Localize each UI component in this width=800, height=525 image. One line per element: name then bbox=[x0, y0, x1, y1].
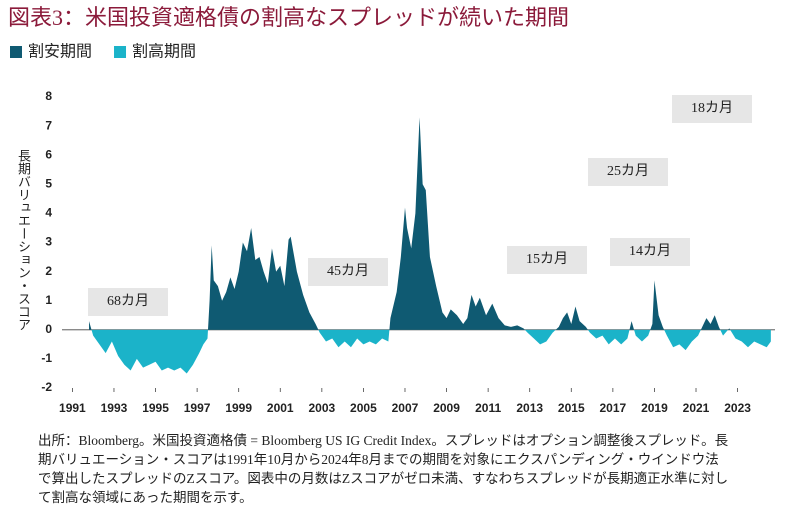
annotation: 14カ月 bbox=[629, 243, 671, 259]
y-tick-label: 0 bbox=[45, 322, 52, 336]
x-tick-label: 2005 bbox=[350, 401, 377, 415]
x-tick-label: 2015 bbox=[558, 401, 585, 415]
footnote-line: 出所：Bloomberg。米国投資適格債 = Bloomberg US IG C… bbox=[38, 432, 729, 448]
x-tick-label: 1999 bbox=[225, 401, 252, 415]
area-positive bbox=[89, 117, 731, 330]
x-tick-label: 2017 bbox=[600, 401, 627, 415]
y-tick-label: -2 bbox=[41, 380, 52, 394]
annotation-box bbox=[308, 258, 388, 286]
y-tick-label: 1 bbox=[45, 293, 52, 307]
x-tick-label: 2011 bbox=[475, 401, 501, 415]
annotation: 18カ月 bbox=[691, 100, 733, 116]
legend-label: 割安期間 bbox=[28, 43, 92, 61]
footnote-line: で算出したスプレッドのZスコア。図表中の月数はZスコアがゼロ未満、すなわちスプレ… bbox=[38, 470, 728, 486]
legend-label: 割高期間 bbox=[132, 43, 196, 61]
annotation-box bbox=[588, 158, 668, 186]
y-tick-label: 7 bbox=[45, 118, 52, 132]
annotation-box bbox=[507, 246, 587, 274]
y-tick-label: -1 bbox=[41, 351, 52, 365]
annotation: 25カ月 bbox=[607, 163, 649, 179]
y-tick-label: 4 bbox=[45, 206, 52, 220]
y-tick-label: 8 bbox=[45, 89, 52, 103]
x-tick-label: 2019 bbox=[641, 401, 668, 415]
y-tick-label: 5 bbox=[45, 176, 52, 190]
area-negative bbox=[89, 329, 771, 374]
x-tick-label: 2007 bbox=[392, 401, 419, 415]
x-tick-label: 2009 bbox=[433, 401, 460, 415]
footnote: 出所：Bloomberg。米国投資適格債 = Bloomberg US IG C… bbox=[38, 432, 729, 505]
x-tick-label: 1991 bbox=[59, 401, 86, 415]
legend-swatch bbox=[114, 46, 127, 58]
x-tick-label: 1995 bbox=[142, 401, 169, 415]
footnote-line: て割高な領域にあった期間を示す。 bbox=[38, 489, 253, 505]
y-tick-label: 6 bbox=[45, 147, 52, 161]
x-tick-label: 1993 bbox=[101, 401, 128, 415]
footnote-line: 期バリュエーション・スコアは1991年10月から2024年8月までの期間を対象に… bbox=[38, 451, 719, 467]
y-axis-label: 長期バリュエーション・スコア bbox=[16, 149, 31, 331]
y-tick-label: 2 bbox=[45, 264, 52, 278]
x-tick-label: 1997 bbox=[184, 401, 211, 415]
x-tick-label: 2021 bbox=[683, 401, 710, 415]
annotation-box bbox=[610, 238, 690, 266]
legend-swatch bbox=[10, 46, 22, 58]
legend: 割安期間 割高期間 bbox=[10, 43, 196, 61]
chart-title: 図表3：米国投資適格債の割高なスプレッドが続いた期間 bbox=[8, 5, 569, 30]
annotation: 15カ月 bbox=[526, 251, 568, 267]
x-tick-label: 2003 bbox=[308, 401, 335, 415]
x-tick-label: 2013 bbox=[516, 401, 543, 415]
annotation-box bbox=[88, 288, 168, 316]
x-tick-label: 2001 bbox=[267, 401, 294, 415]
annotation: 45カ月 bbox=[327, 263, 369, 279]
annotation-box bbox=[672, 95, 752, 123]
x-tick-label: 2023 bbox=[724, 401, 751, 415]
annotation: 68カ月 bbox=[107, 293, 149, 309]
y-tick-label: 3 bbox=[45, 235, 52, 249]
